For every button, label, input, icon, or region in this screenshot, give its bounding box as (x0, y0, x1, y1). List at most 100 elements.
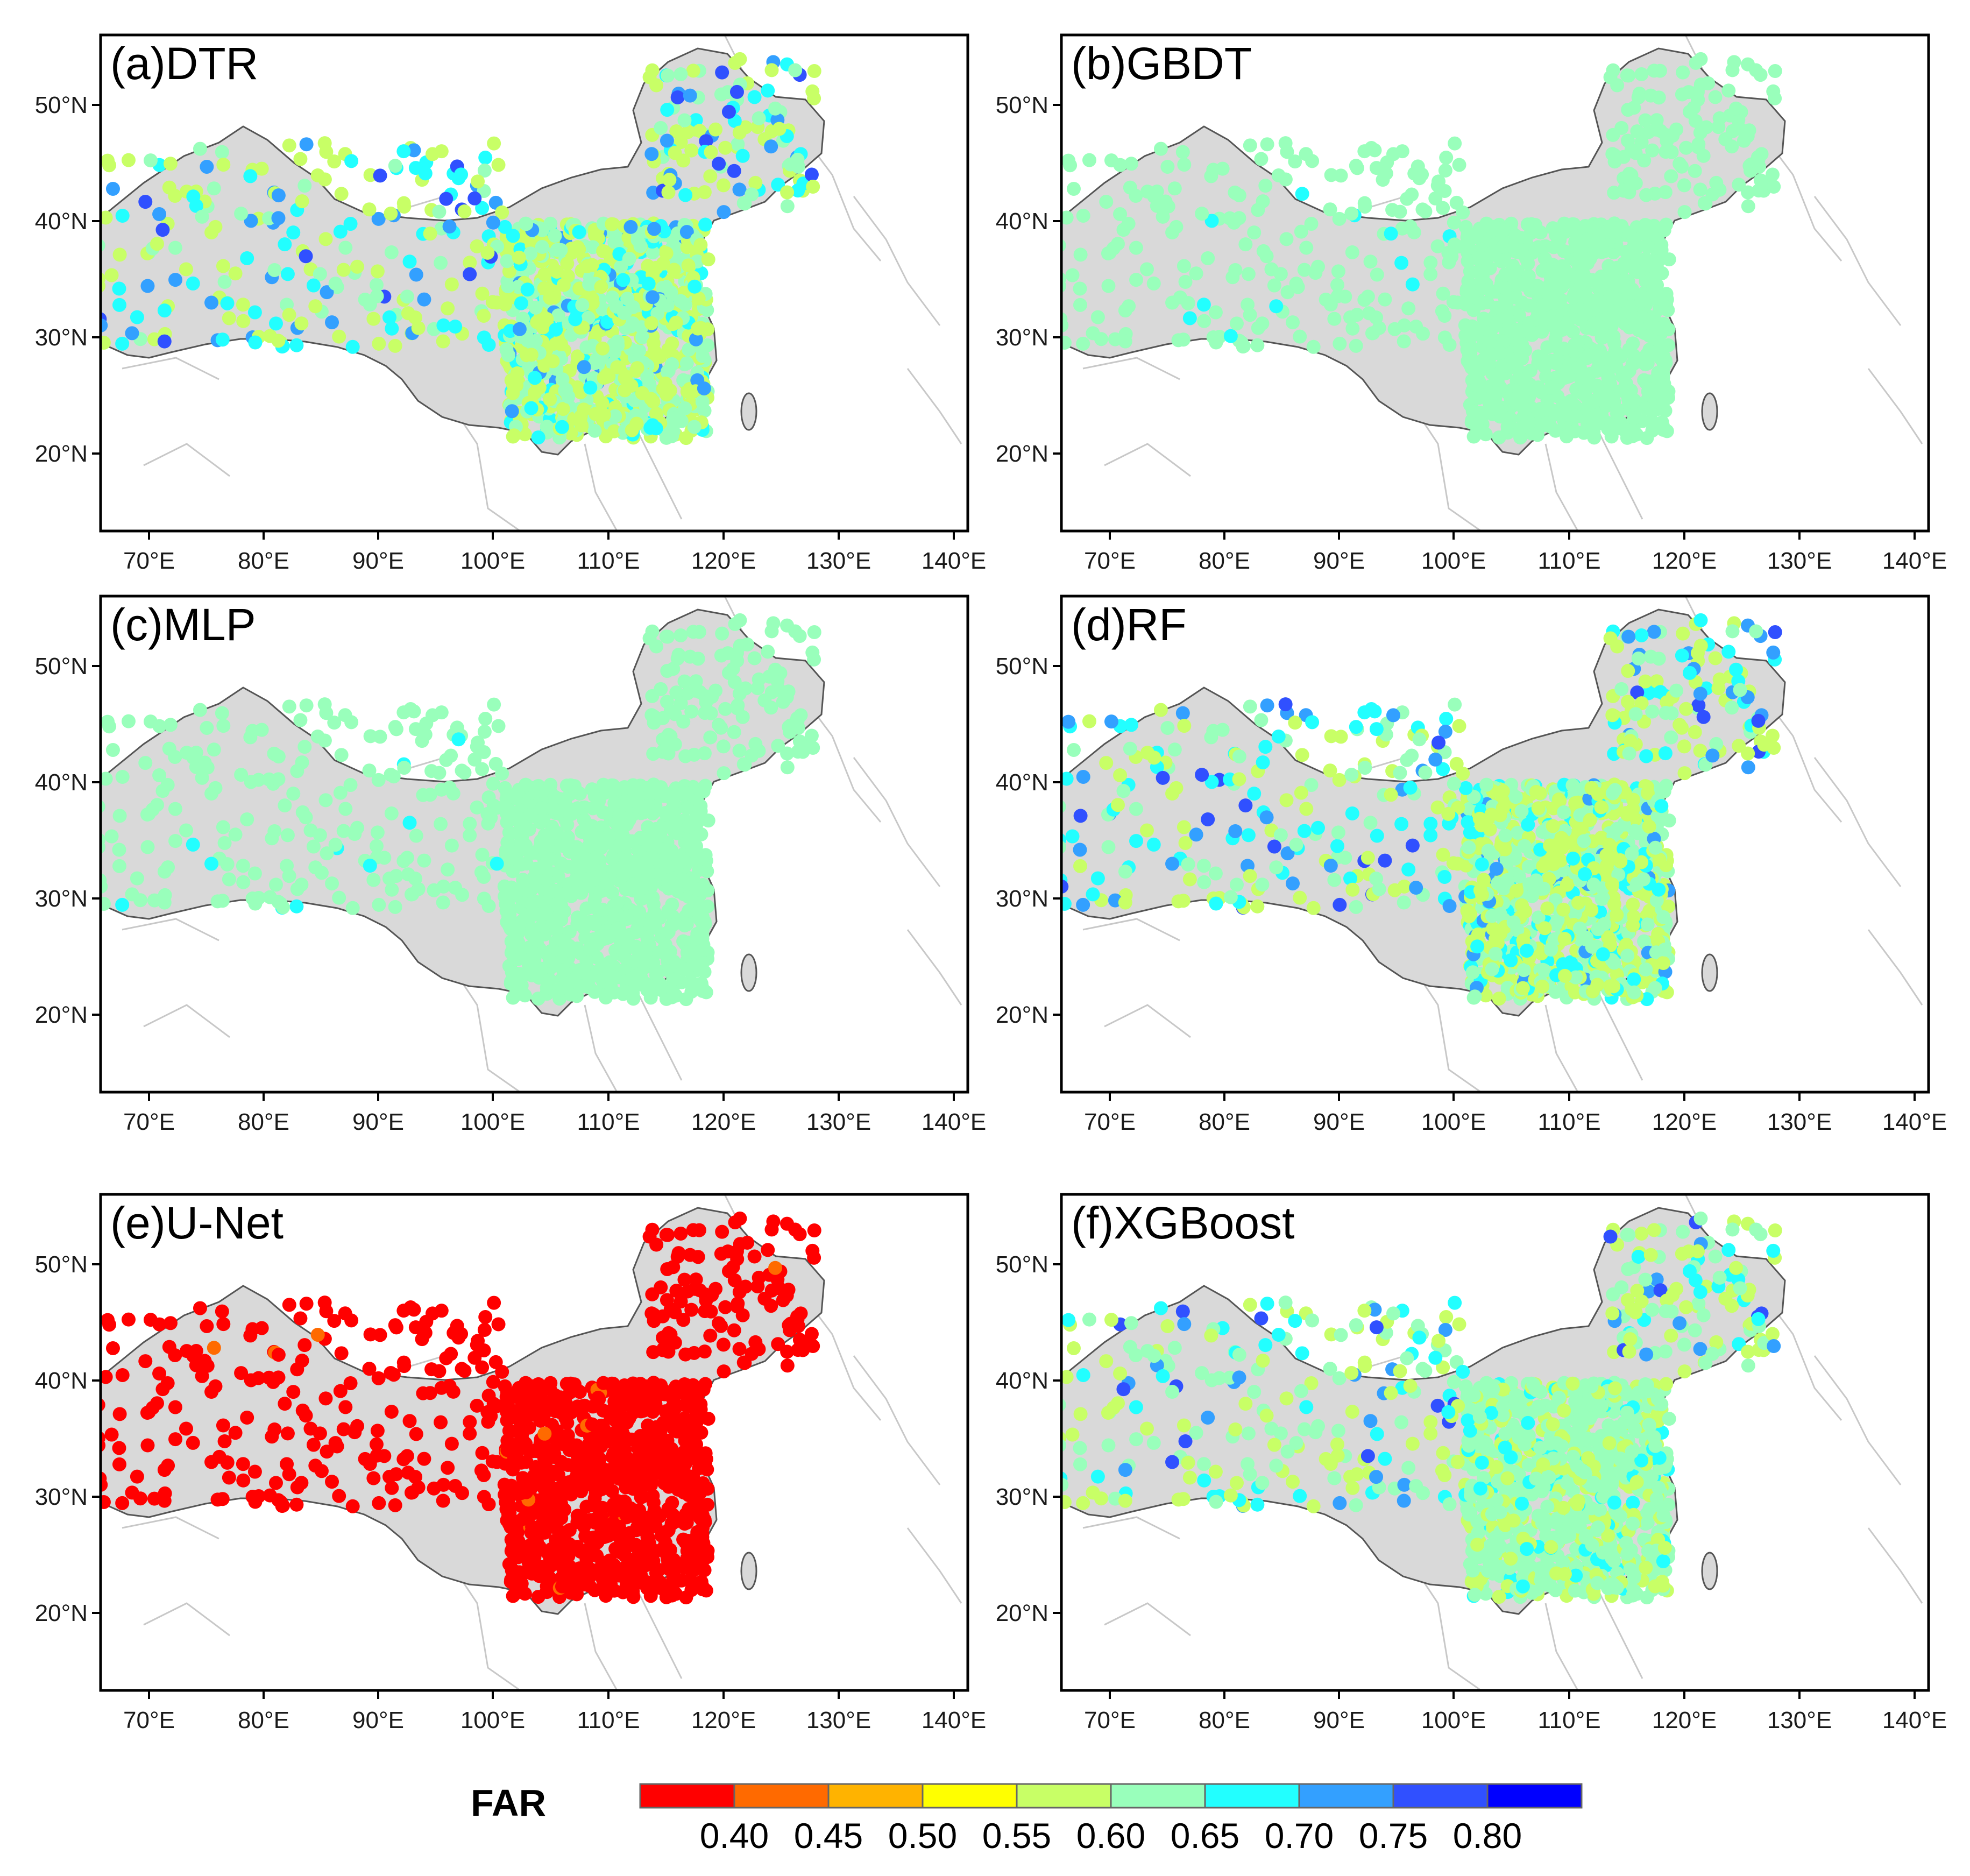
colorbar-swatch (1016, 1783, 1112, 1809)
x-tick-label: 70°E (1084, 548, 1136, 574)
y-tick-label: 20°N (35, 1002, 88, 1028)
x-tick-label: 130°E (1767, 1109, 1832, 1135)
x-tick-label: 70°E (123, 548, 175, 574)
x-tick-label: 100°E (1421, 1109, 1486, 1135)
x-tick-label: 80°E (238, 1707, 289, 1733)
colorbar-swatch (1392, 1783, 1489, 1809)
station-markers (101, 613, 821, 1007)
y-tick-label: 30°N (996, 886, 1048, 912)
y-tick-label: 40°N (996, 769, 1048, 796)
x-tick-label: 80°E (238, 548, 289, 574)
colorbar-tick-label: 0.55 (982, 1816, 1051, 1856)
taiwan-island (1701, 392, 1718, 431)
colorbar-swatch (733, 1783, 830, 1809)
colorbar-swatch (1486, 1783, 1583, 1809)
taiwan-island (740, 953, 757, 992)
panel-frame (1060, 33, 1930, 533)
panel-label: (b)GBDT (1071, 38, 1252, 89)
colorbar-tick-label: 0.80 (1453, 1816, 1522, 1856)
taiwan-island (740, 392, 757, 431)
y-tick-label: 40°N (35, 769, 88, 796)
panel-frame (99, 1193, 969, 1692)
panel-frame (99, 33, 969, 533)
colorbar-tick-label: 0.65 (1171, 1816, 1239, 1856)
panel-label: (c)MLP (110, 599, 256, 650)
y-tick-label: 50°N (35, 1251, 88, 1278)
x-tick-label: 110°E (1537, 1109, 1600, 1135)
taiwan-island (1701, 953, 1718, 992)
map-panel: (b)GBDT 70°E 80°E 90°E 100°E 110°E 120°E 130°E 1… (996, 33, 1947, 574)
colorbar-swatch (639, 1783, 735, 1809)
map-panel: (f)XGBoost 70°E 80°E 90°E 100°E 110°E 120°E 130… (996, 1193, 1947, 1733)
x-tick-label: 70°E (123, 1109, 175, 1135)
x-tick-label: 90°E (1313, 1707, 1365, 1733)
x-tick-label: 140°E (922, 548, 986, 574)
x-tick-label: 130°E (806, 548, 871, 574)
x-tick-label: 110°E (1537, 1707, 1600, 1733)
station-markers (101, 52, 821, 445)
map-panel: (c)MLP 70°E 80°E 90°E 100°E 110°E 120°E 130°E 14… (35, 594, 986, 1135)
colorbar-swatch (1298, 1783, 1394, 1809)
colorbar-swatch (1204, 1783, 1300, 1809)
station-markers (101, 1211, 821, 1605)
x-tick-label: 90°E (1313, 1109, 1365, 1135)
colorbar-swatch (1110, 1783, 1206, 1809)
colorbar-title: FAR (471, 1782, 546, 1824)
y-tick-label: 40°N (996, 1368, 1048, 1394)
panel-frame (1060, 1193, 1930, 1692)
colorbar-tick-label: 0.75 (1359, 1816, 1428, 1856)
y-tick-label: 30°N (35, 886, 88, 912)
y-tick-label: 30°N (35, 1484, 88, 1510)
x-tick-label: 70°E (1084, 1707, 1136, 1733)
x-tick-label: 120°E (691, 1109, 756, 1135)
y-tick-label: 20°N (35, 441, 88, 467)
x-tick-label: 140°E (1882, 1109, 1947, 1135)
x-tick-label: 140°E (1882, 1707, 1947, 1733)
x-tick-label: 130°E (1767, 1707, 1832, 1733)
taiwan-island (740, 1552, 757, 1590)
station-markers (1061, 613, 1782, 1007)
station-markers (1061, 1211, 1782, 1605)
panel-label: (a)DTR (110, 38, 258, 89)
x-tick-label: 90°E (352, 1109, 404, 1135)
x-tick-label: 90°E (1313, 548, 1365, 574)
x-tick-label: 100°E (460, 548, 525, 574)
x-tick-label: 110°E (577, 1707, 640, 1733)
x-tick-label: 80°E (1199, 1109, 1250, 1135)
y-tick-label: 40°N (996, 208, 1048, 235)
y-tick-label: 40°N (35, 208, 88, 235)
map-panel: (a)DTR 70°E 80°E 90°E 100°E 110°E 120°E 130°E 14… (35, 33, 986, 574)
map-panel: (d)RF 70°E 80°E 90°E 100°E 110°E 120°E 130°E 140… (996, 594, 1947, 1135)
x-tick-label: 80°E (1199, 548, 1250, 574)
y-tick-label: 30°N (35, 324, 88, 351)
x-tick-label: 110°E (577, 548, 640, 574)
x-tick-label: 130°E (1767, 548, 1832, 574)
y-tick-label: 50°N (996, 1251, 1048, 1278)
y-tick-label: 30°N (996, 324, 1048, 351)
x-tick-label: 100°E (1421, 548, 1486, 574)
panel-frame (1060, 594, 1930, 1094)
x-tick-label: 140°E (922, 1707, 986, 1733)
colorbar-swatch (922, 1783, 1018, 1809)
x-tick-label: 120°E (1652, 548, 1717, 574)
colorbar: FAR 0.40 0.45 0.50 0.55 0.60 0.65 0.70 0.75 0.80 (471, 1782, 1583, 1856)
y-tick-label: 50°N (996, 92, 1048, 118)
x-tick-label: 140°E (922, 1109, 986, 1135)
x-tick-label: 80°E (1199, 1707, 1250, 1733)
x-tick-label: 120°E (691, 548, 756, 574)
x-tick-label: 80°E (238, 1109, 289, 1135)
x-tick-label: 130°E (806, 1707, 871, 1733)
x-tick-label: 120°E (1652, 1109, 1717, 1135)
x-tick-label: 110°E (1537, 548, 1600, 574)
panel-label: (d)RF (1071, 599, 1187, 650)
x-tick-label: 70°E (1084, 1109, 1136, 1135)
panel-frame (99, 594, 969, 1094)
x-tick-label: 90°E (352, 1707, 404, 1733)
colorbar-swatch (827, 1783, 924, 1809)
x-tick-label: 100°E (460, 1109, 525, 1135)
colorbar-tick-label: 0.50 (888, 1816, 957, 1856)
colorbar-tick-label: 0.60 (1076, 1816, 1145, 1856)
y-tick-label: 40°N (35, 1368, 88, 1394)
panel-label: (f)XGBoost (1071, 1198, 1294, 1248)
